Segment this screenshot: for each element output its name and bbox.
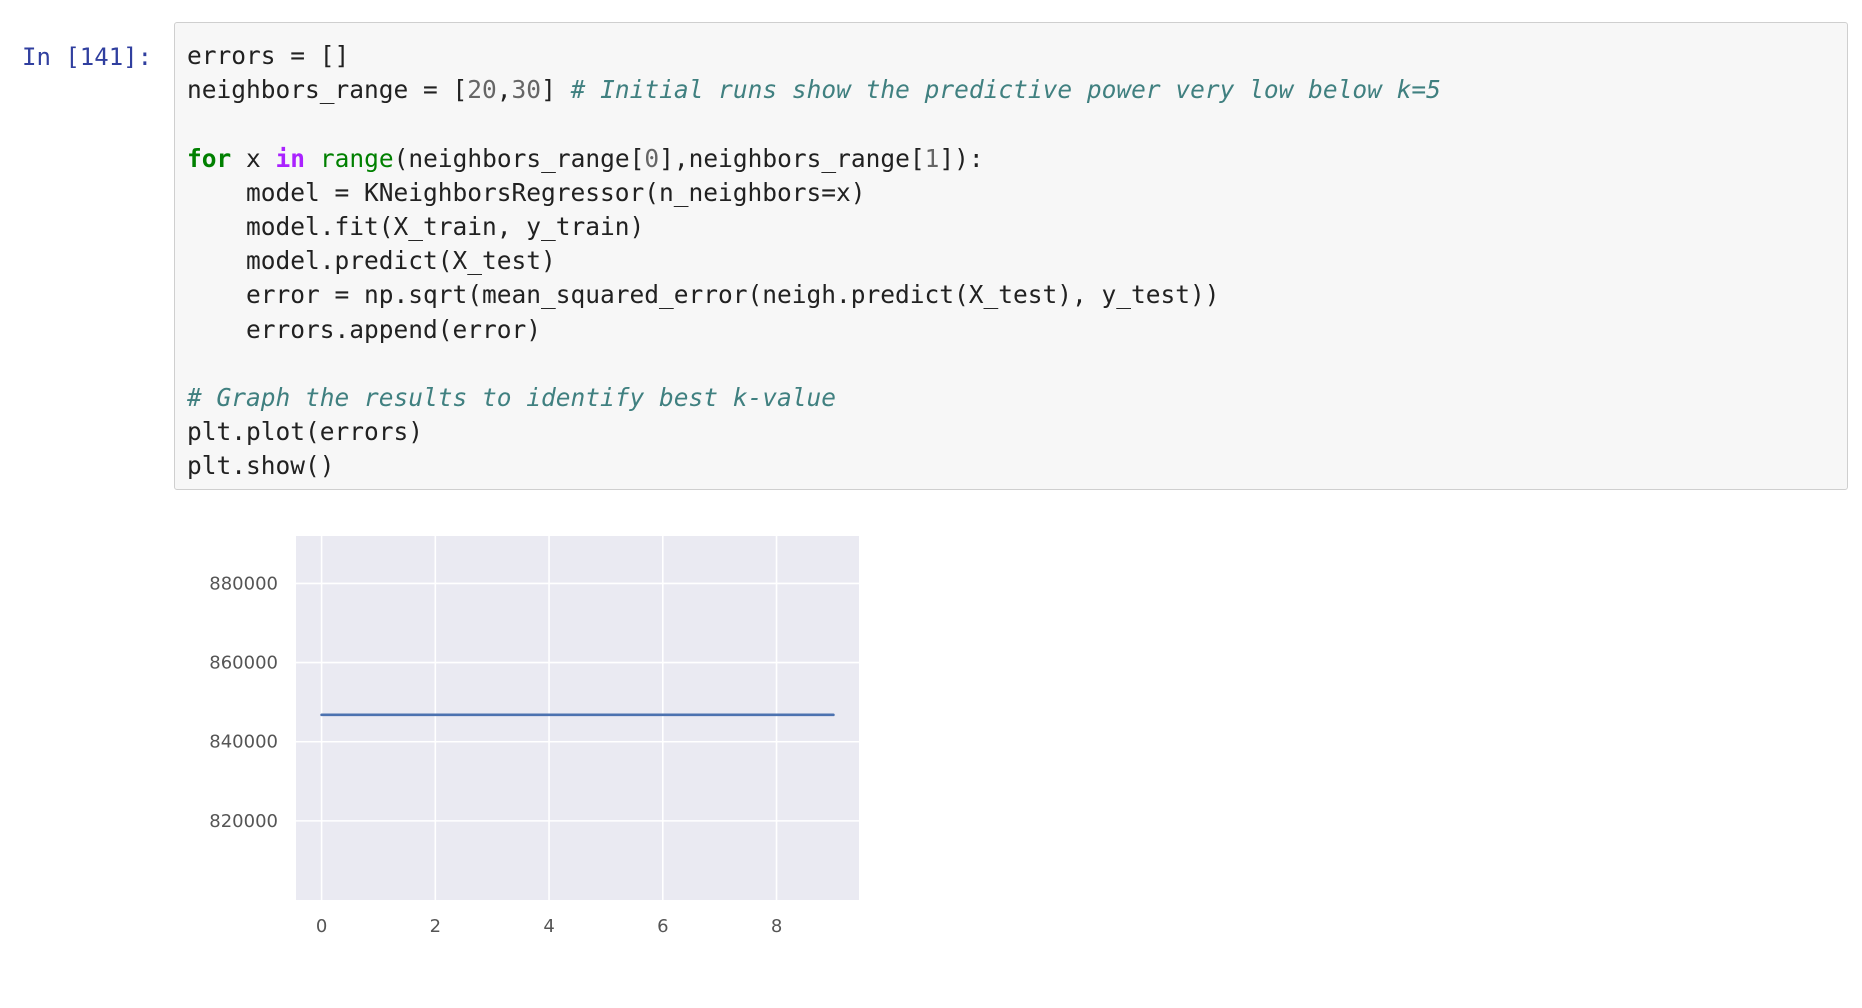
code-token: 1 (924, 143, 940, 173)
plot-area (296, 536, 859, 900)
y-tick-label: 860000 (209, 653, 278, 674)
code-line: # Graph the results to identify best k-v… (187, 381, 1441, 415)
code-comment: # Graph the results to identify best k-v… (187, 382, 837, 412)
code-token: errors = [] (187, 41, 350, 70)
code-line: errors = [] (187, 39, 1441, 73)
code-token: ],neighbors_range[ (659, 143, 925, 173)
code-token: 0 (644, 143, 660, 173)
code-token: , (496, 75, 512, 105)
code-line: for x in range(neighbors_range[0],neighb… (187, 142, 1441, 176)
code-token: 20 (467, 75, 497, 105)
code-token: 30 (511, 75, 542, 105)
line-chart: 0 2 4 6 8 820000 840000 860000 880000 (174, 500, 1034, 1004)
code-editor[interactable]: errors = [] neighbors_range = [20,30] # I… (187, 39, 1441, 483)
code-token: range (319, 143, 394, 173)
x-tick-label: 6 (657, 916, 668, 937)
code-token: ] (541, 75, 571, 105)
code-line: model.predict(X_test) (187, 244, 1441, 278)
y-tick-label: 880000 (209, 573, 278, 594)
y-tick-label: 820000 (209, 811, 278, 832)
code-comment: # Initial runs show the predictive power… (570, 75, 1441, 105)
code-token: ]): (939, 143, 984, 173)
code-token: model.predict(X_test) (187, 246, 556, 276)
code-token: for (187, 143, 232, 173)
x-tick-label: 0 (316, 916, 327, 937)
code-token: neighbors_range = [ (187, 75, 468, 105)
code-token: model.fit(X_train, y_train) (187, 211, 645, 241)
y-tick-label: 840000 (209, 732, 278, 753)
x-tick-label: 8 (771, 916, 782, 937)
code-line: model = KNeighborsRegressor(n_neighbors=… (187, 176, 1441, 210)
code-line: neighbors_range = [20,30] # Initial runs… (187, 73, 1441, 107)
code-line: model.fit(X_train, y_train) (187, 210, 1441, 244)
code-token: model = KNeighborsRegressor(n_neighbors=… (187, 177, 866, 207)
code-token: (neighbors_range[ (393, 143, 645, 173)
x-tick-label: 4 (543, 916, 554, 937)
code-token: errors.append(error) (187, 314, 542, 344)
code-token: x (231, 143, 276, 173)
code-line: plt.show() (187, 449, 1441, 483)
code-token: error = np.sqrt(mean_squared_error(neigh… (187, 280, 1220, 310)
code-token: in (275, 143, 306, 173)
code-line (187, 107, 1441, 141)
code-line: plt.plot(errors) (187, 415, 1441, 449)
code-line: error = np.sqrt(mean_squared_error(neigh… (187, 278, 1441, 312)
code-token: plt.show() (187, 451, 335, 481)
code-token: plt.plot(errors) (187, 417, 424, 447)
input-prompt: In [141]: (22, 43, 153, 71)
code-cell-input[interactable]: errors = [] neighbors_range = [20,30] # I… (174, 22, 1848, 490)
x-tick-label: 2 (430, 916, 441, 937)
code-line: errors.append(error) (187, 313, 1441, 347)
code-token (305, 144, 320, 173)
cell-output: 0 2 4 6 8 820000 840000 860000 880000 (174, 500, 1034, 1000)
code-line (187, 347, 1441, 381)
chart-svg: 0 2 4 6 8 820000 840000 860000 880000 (209, 536, 859, 937)
